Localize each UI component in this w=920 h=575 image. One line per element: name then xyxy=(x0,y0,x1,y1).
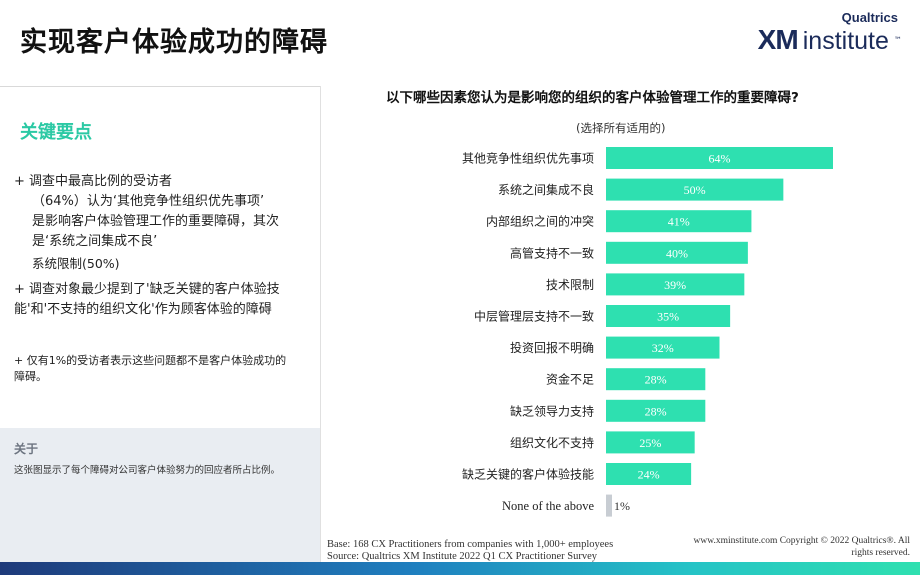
bar-11 xyxy=(606,494,612,517)
xm-institute-logo: Qualtrics XM institute ™ xyxy=(758,10,902,56)
key-point-3-line2: 障碍。 xyxy=(14,370,47,383)
bar-2 xyxy=(606,210,752,233)
footer-source: Base: 168 CX Practitioners from companie… xyxy=(327,539,613,563)
category-label-4: 技术限制 xyxy=(546,278,594,292)
about-text: 这张图显示了每个障碍对公司客户体验努力的回应者所占比例。 xyxy=(14,465,281,476)
value-label-2: 41% xyxy=(668,215,690,229)
category-label-2: 内部组织之间的冲突 xyxy=(486,214,594,229)
chart-subtitle: (选择所有适用的) xyxy=(576,121,666,135)
bar-1 xyxy=(606,178,784,201)
bar-7 xyxy=(606,368,706,391)
bar-4 xyxy=(606,273,745,296)
logo-xm: XM xyxy=(757,24,799,55)
key-points-heading: 关键要点 xyxy=(20,122,92,143)
category-label-11: None of the above xyxy=(502,499,594,513)
divider-top xyxy=(0,86,320,87)
key-point-2-line1: + 调查对象最少提到了'缺乏关键的客户体验技 xyxy=(14,282,280,297)
value-label-3: 40% xyxy=(666,246,688,260)
chart-title: 以下哪些因素您认为是影响您的组织的客户体验管理工作的重要障碍? xyxy=(386,90,799,106)
bar-5 xyxy=(606,305,731,327)
key-point-3-line1: + 仅有1%的受访者表示这些问题都不是客户体验成功的 xyxy=(14,354,287,367)
value-label-4: 39% xyxy=(664,278,686,292)
bar-9 xyxy=(606,431,695,454)
footer-copyright-line2: rights reserved. xyxy=(851,547,910,558)
bar-3 xyxy=(606,241,748,264)
category-label-0: 其他竞争性组织优先事项 xyxy=(462,152,594,166)
category-label-5: 中层管理层支持不一致 xyxy=(474,309,594,324)
key-point-1-line4: 是‘系统之间集成不良’ xyxy=(32,234,158,249)
value-label-7: 28% xyxy=(645,373,667,387)
divider-vertical xyxy=(320,86,321,562)
value-label-0: 64% xyxy=(709,152,731,166)
value-label-11: 1% xyxy=(614,499,630,513)
bar-0 xyxy=(606,147,833,169)
footer-copyright-line1: www.xminstitute.com Copyright © 2022 Qua… xyxy=(693,536,910,546)
key-point-1-line1: + 调查中最高比例的受访者 xyxy=(14,174,173,189)
bar-6 xyxy=(606,336,720,359)
key-point-2-line2: 能'和'不支持的组织文化'作为顾客体验的障碍 xyxy=(14,302,272,317)
category-label-7: 资金不足 xyxy=(546,372,594,387)
category-label-10: 缺乏关键的客户体验技能 xyxy=(462,467,594,482)
category-label-3: 高管支持不一致 xyxy=(510,245,594,260)
about-panel: 关于 这张图显示了每个障碍对公司客户体验努力的回应者所占比例。 xyxy=(0,428,320,562)
key-point-1-line2: （64%）认为‘其他竞争性组织优先事项’ xyxy=(32,194,265,209)
value-label-9: 25% xyxy=(639,436,661,450)
footer-source-line: Source: Qualtrics XM Institute 2022 Q1 C… xyxy=(327,551,598,562)
category-label-6: 投资回报不明确 xyxy=(510,340,594,355)
key-point-1: + 调查中最高比例的受访者 （64%）认为‘其他竞争性组织优先事项’ 是影响客户… xyxy=(14,172,306,274)
value-label-6: 32% xyxy=(652,341,674,355)
key-point-2: + 调查对象最少提到了'缺乏关键的客户体验技 能'和'不支持的组织文化'作为顾客… xyxy=(14,280,306,320)
logo-brand: Qualtrics xyxy=(841,10,898,25)
value-label-5: 35% xyxy=(657,310,679,324)
key-point-1-line3: 是影响客户体验管理工作的重要障碍，其次 xyxy=(32,214,280,229)
bottom-gradient-bar xyxy=(0,562,920,575)
key-point-3: + 仅有1%的受访者表示这些问题都不是客户体验成功的 障碍。 xyxy=(14,353,306,385)
bar-8 xyxy=(606,399,706,422)
logo-tm: ™ xyxy=(894,35,902,45)
logo-institute: institute xyxy=(802,27,889,55)
page-title: 实现客户体验成功的障碍 xyxy=(20,27,328,58)
key-point-1-line5: 系统限制(50%) xyxy=(32,256,120,271)
footer-copyright: www.xminstitute.com Copyright © 2022 Qua… xyxy=(685,536,910,559)
category-label-1: 系统之间集成不良 xyxy=(498,182,594,197)
value-label-8: 28% xyxy=(645,404,667,418)
about-heading: 关于 xyxy=(14,442,39,456)
footer-base: Base: 168 CX Practitioners from companie… xyxy=(327,539,614,550)
value-label-1: 50% xyxy=(684,183,706,197)
category-label-8: 缺乏领导力支持 xyxy=(510,403,594,418)
bar-10 xyxy=(606,463,692,485)
category-label-9: 组织文化不支持 xyxy=(510,435,594,450)
value-label-10: 24% xyxy=(638,468,660,482)
